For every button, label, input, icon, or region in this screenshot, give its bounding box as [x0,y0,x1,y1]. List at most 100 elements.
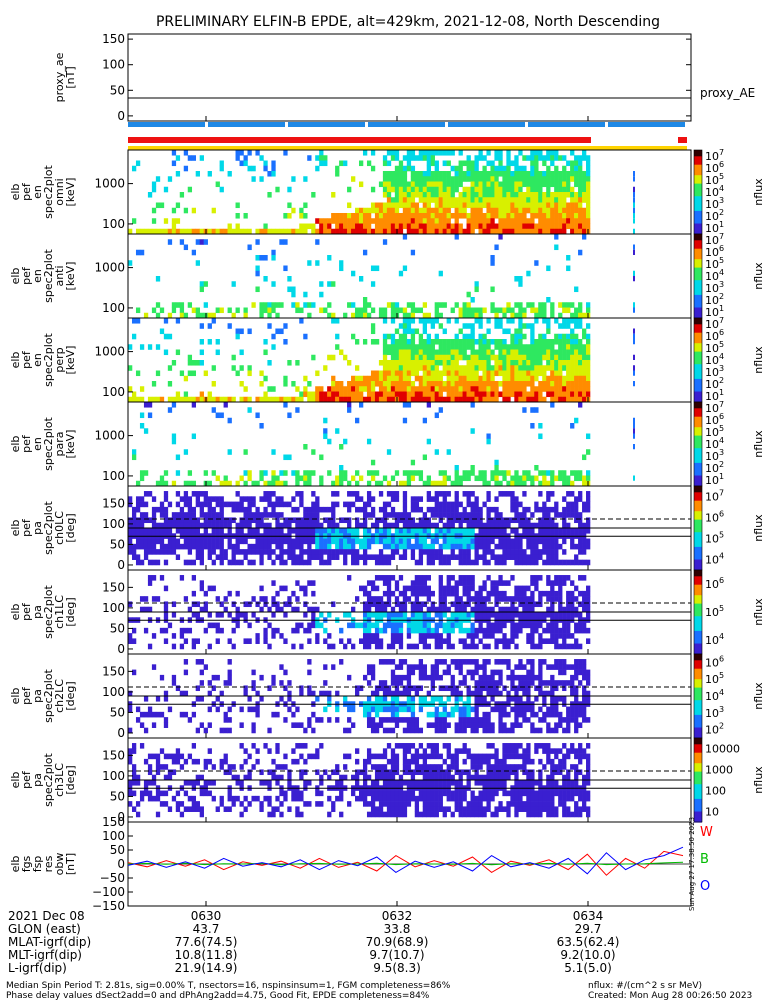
spectrogram-cell [554,560,558,566]
spectrogram-cell [566,203,570,209]
spectrogram-cell [578,339,582,345]
spectrogram-cell [399,229,403,235]
spectrogram-cell [355,691,359,697]
spectrogram-cell [419,192,423,198]
spectrogram-cell [323,691,327,697]
spectrogram-cell [586,539,590,545]
spectrogram-cell [188,502,192,508]
spectrogram-cell [283,323,287,329]
spectrogram-cell [200,523,204,529]
spectrogram-cell [224,402,228,408]
spectrogram-cell [367,439,371,445]
spectrogram-cell [152,208,156,214]
spectrogram-cell [208,523,212,529]
spectrogram-cell [463,397,467,403]
spectrogram-cell [335,428,339,434]
proxy-ae-ytick: 0 [117,109,125,123]
spectrogram-cell [172,218,176,224]
spectrogram-cell [471,402,475,408]
spectrogram-cell [538,302,542,308]
spectrogram-cell [403,539,407,545]
spectrogram-cell [486,633,490,639]
spectrogram-cell [363,549,367,555]
spectrogram-cell [148,575,152,581]
spectrogram-cell [259,539,263,545]
spectrogram-cell [375,575,379,581]
spectrogram-cell [502,176,506,182]
spectrogram-cell [395,155,399,161]
spectrogram-cell [383,192,387,198]
spectrogram-cell [339,476,343,482]
spectrogram-cell [259,308,263,314]
spectrogram-cell [534,554,538,560]
spectrogram-cell [339,539,343,545]
spectrogram-cell [554,197,558,203]
spectrogram-cell [411,344,415,350]
spectrogram-cell [558,218,562,224]
spectrogram-cell [152,523,156,529]
spectrogram-cell [566,344,570,350]
spectrogram-cell [431,376,435,382]
spectrogram-cell [510,344,514,350]
spectrogram-cell [562,539,566,545]
spectrogram-cell [467,512,471,518]
spectrogram-cell [411,460,415,466]
spectrogram-cell [439,607,443,613]
spectrogram-cell [486,192,490,198]
spectrogram-cell [180,633,184,639]
spectrogram-cell [244,449,248,455]
spectrogram-cell [526,528,530,534]
spectrogram-cell [578,560,582,566]
spectrogram-cell [498,554,502,560]
spectrogram-cell [510,161,514,167]
spectrogram-cell [315,397,319,403]
spectrogram-cell [562,623,566,629]
spectrogram-cell [407,691,411,697]
spectrogram-cell [447,586,451,592]
spectrogram-cell [486,517,490,523]
spectrogram-cell [494,560,498,566]
spectrogram-cell [586,434,590,440]
spectrogram-cell [275,607,279,613]
spectrogram-cell [459,544,463,550]
spectrogram-cell [550,397,554,403]
spectrogram-cell [423,664,427,670]
spectrogram-cell [411,313,415,319]
spectrogram-cell [459,197,463,203]
spectrogram-cell [459,208,463,214]
spectrogram-cell [395,707,399,713]
spectrogram-cell [271,680,275,686]
spectrogram-cell [427,591,431,597]
spectrogram-cell [188,355,192,361]
spectrogram-cell [148,528,152,534]
spectrogram-cell [391,623,395,629]
spectrogram-cell [395,633,399,639]
spectrogram-cell [319,161,323,167]
spectrogram-cell [128,344,132,350]
spectrogram-cell [633,187,635,192]
spectrogram-cell [259,255,263,261]
spectrogram-cell [530,549,534,555]
spectrogram-cell [538,434,542,440]
blue-status-segment [288,122,365,127]
spectrogram-cell [228,670,232,676]
spectrogram-cell [447,502,451,508]
spectrogram-cell [391,350,395,356]
spectrogram-cell [184,313,188,319]
spectrogram-cell [271,344,275,350]
spectrogram-cell [347,728,351,734]
spectrogram-cell [502,623,506,629]
spectrogram-cell [172,517,176,523]
spectrogram-cell [526,271,530,277]
spectrogram-cell [287,455,291,461]
spectrogram-cell [415,523,419,529]
spectrogram-cell [355,224,359,230]
spectrogram-cell [327,218,331,224]
spectrogram-cell [502,218,506,224]
spectrogram-cell [259,381,263,387]
spectrogram-cell [550,150,554,156]
spectrogram-cell [490,182,494,188]
spectrogram-cell [395,329,399,335]
spectrogram-cell [566,318,570,324]
spectrogram-cell [514,623,518,629]
